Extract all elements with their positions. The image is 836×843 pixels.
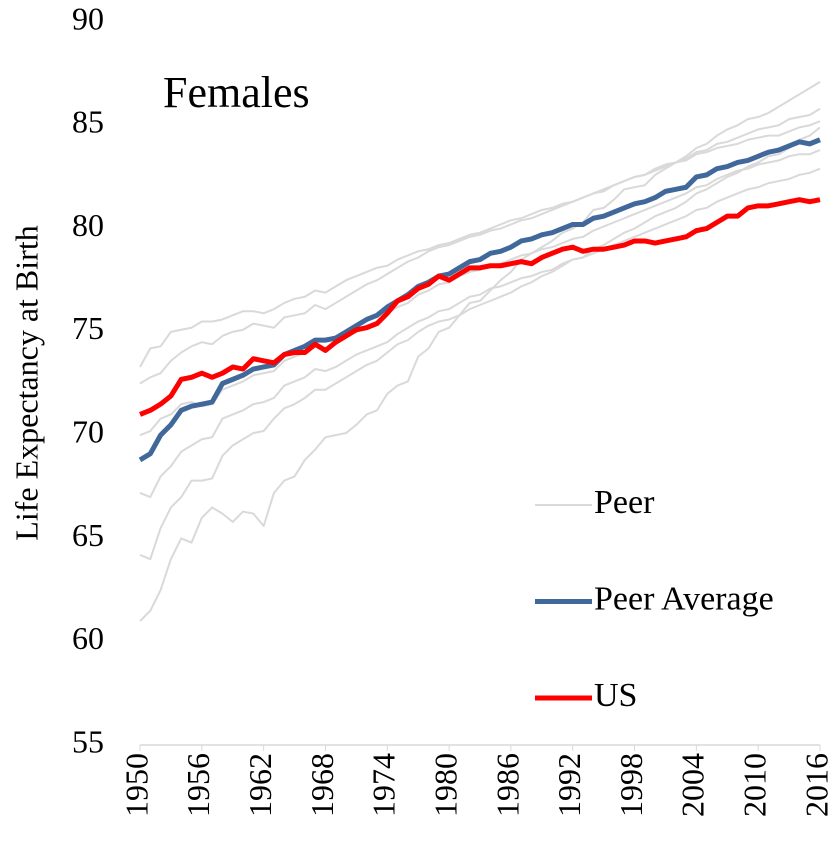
series-line: [139, 120, 821, 368]
series-line: [139, 149, 821, 437]
y-tick-label: 80: [72, 207, 104, 243]
series-line: [139, 81, 821, 622]
legend-label: US: [594, 677, 637, 714]
y-tick-label: 65: [72, 517, 104, 553]
annotation: Females: [163, 68, 310, 117]
x-tick-label: 1986: [489, 753, 525, 817]
series-line: [139, 197, 821, 417]
y-tick-label: 85: [72, 104, 104, 140]
x-tick-label: 1980: [427, 753, 463, 817]
y-axis-label: Life Expectancy at Birth: [8, 225, 44, 540]
x-tick-label: 2016: [798, 753, 834, 817]
series-line: [138, 137, 821, 463]
y-tick-label: 75: [72, 310, 104, 346]
y-tick-label: 90: [72, 0, 104, 36]
legend-label: Peer Average: [594, 580, 774, 617]
x-tick-label: 2004: [675, 753, 711, 817]
x-tick-label: 1956: [180, 753, 216, 817]
legend-label: Peer: [594, 484, 655, 521]
x-tick-label: 1998: [613, 753, 649, 817]
y-tick-label: 70: [72, 413, 104, 449]
x-tick-label: 1992: [551, 753, 587, 817]
x-tick-label: 2010: [737, 753, 773, 817]
series-line: [139, 167, 821, 499]
x-tick-label: 1962: [242, 753, 278, 817]
series-line: [139, 126, 821, 561]
series-line: [139, 107, 821, 385]
x-tick-label: 1950: [118, 753, 154, 817]
y-tick-label: 60: [72, 620, 104, 656]
x-tick-label: 1968: [304, 753, 340, 817]
y-tick-label: 55: [72, 723, 104, 759]
x-tick-label: 1974: [366, 753, 402, 817]
